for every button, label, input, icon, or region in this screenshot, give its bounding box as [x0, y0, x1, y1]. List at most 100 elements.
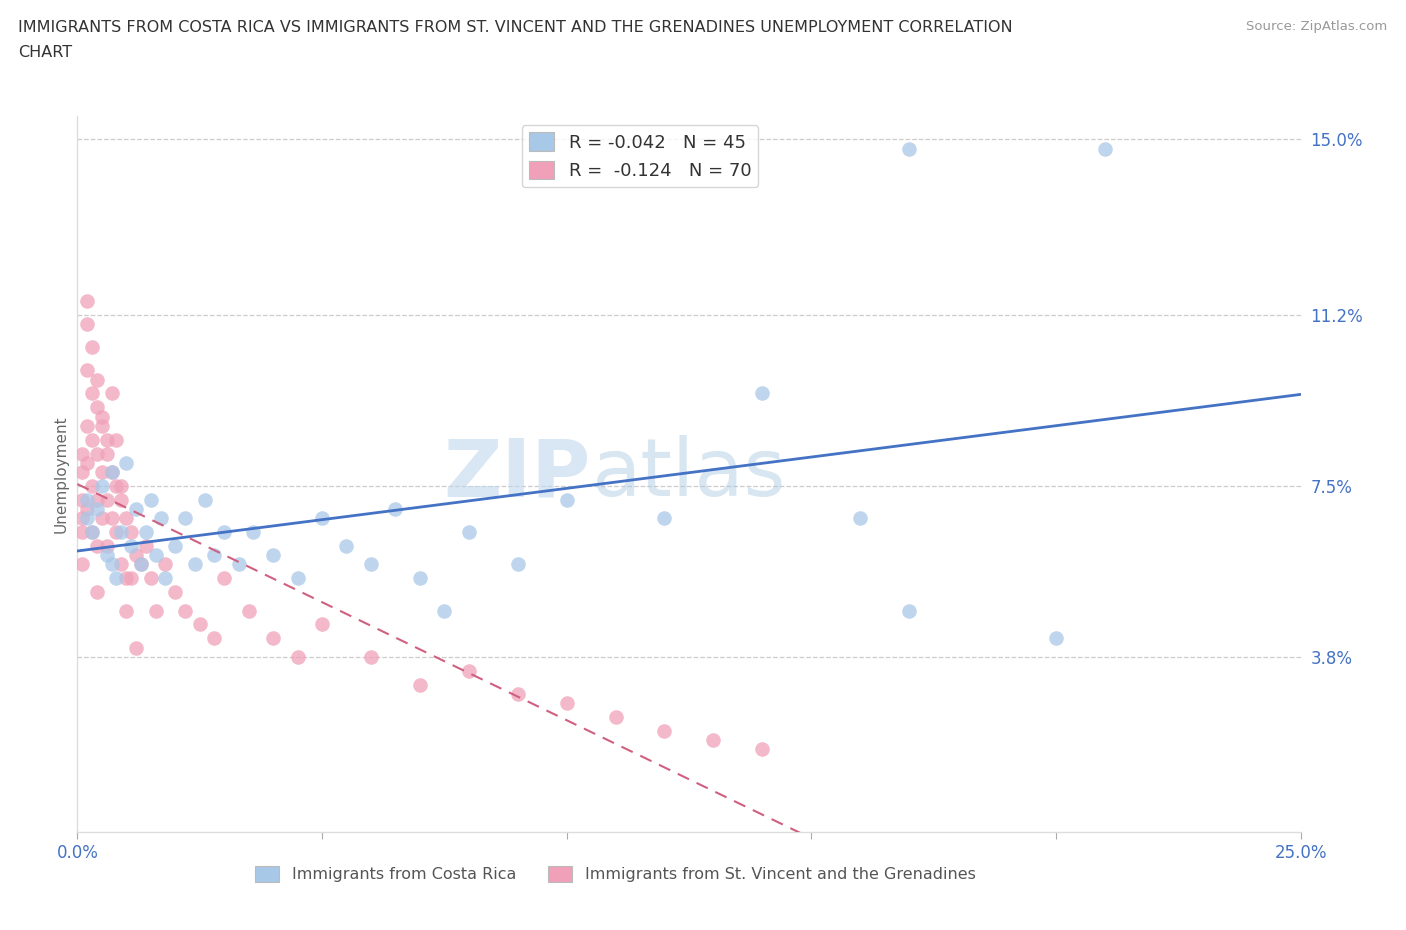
Point	[90, 409, 112, 424]
Point	[76, 363, 98, 378]
Point	[188, 617, 211, 631]
Point	[145, 548, 167, 563]
Point	[335, 538, 357, 553]
Point	[80, 386, 103, 401]
Point	[262, 548, 284, 563]
Point	[70, 525, 93, 539]
Point	[76, 418, 98, 433]
Point	[228, 557, 250, 572]
Point	[90, 418, 112, 433]
Point	[86, 446, 108, 461]
Point	[506, 686, 529, 701]
Point	[238, 604, 260, 618]
Point	[76, 294, 98, 309]
Point	[125, 501, 148, 516]
Point	[1094, 141, 1116, 156]
Point	[115, 456, 138, 471]
Text: ZIP: ZIP	[444, 435, 591, 513]
Point	[605, 710, 627, 724]
Point	[86, 372, 108, 387]
Point	[105, 432, 128, 447]
Point	[174, 604, 197, 618]
Point	[139, 571, 162, 586]
Point	[155, 557, 177, 572]
Point	[76, 511, 98, 525]
Point	[86, 492, 108, 507]
Text: IMMIGRANTS FROM COSTA RICA VS IMMIGRANTS FROM ST. VINCENT AND THE GRENADINES UNE: IMMIGRANTS FROM COSTA RICA VS IMMIGRANTS…	[18, 20, 1012, 35]
Point	[115, 571, 138, 586]
Point	[193, 492, 215, 507]
Point	[96, 548, 118, 563]
Point	[110, 478, 132, 493]
Point	[311, 511, 333, 525]
Point	[80, 525, 103, 539]
Point	[155, 571, 177, 586]
Point	[100, 386, 122, 401]
Point	[898, 604, 921, 618]
Point	[96, 538, 118, 553]
Point	[70, 492, 93, 507]
Point	[90, 465, 112, 480]
Point	[849, 511, 872, 525]
Point	[149, 511, 172, 525]
Point	[184, 557, 207, 572]
Point	[1045, 631, 1067, 645]
Point	[702, 733, 724, 748]
Point	[242, 525, 264, 539]
Point	[139, 492, 162, 507]
Point	[86, 538, 108, 553]
Point	[80, 339, 103, 354]
Point	[76, 501, 98, 516]
Point	[120, 538, 142, 553]
Point	[80, 525, 103, 539]
Point	[100, 511, 122, 525]
Point	[129, 557, 152, 572]
Point	[135, 525, 157, 539]
Point	[70, 557, 93, 572]
Point	[433, 604, 456, 618]
Point	[360, 557, 382, 572]
Point	[100, 465, 122, 480]
Point	[384, 501, 406, 516]
Point	[110, 492, 132, 507]
Point	[129, 557, 152, 572]
Point	[751, 386, 773, 401]
Point	[105, 478, 128, 493]
Point	[76, 492, 98, 507]
Point	[262, 631, 284, 645]
Point	[457, 525, 479, 539]
Point	[165, 538, 187, 553]
Point	[145, 604, 167, 618]
Point	[100, 465, 122, 480]
Point	[115, 604, 138, 618]
Point	[174, 511, 197, 525]
Point	[287, 649, 309, 664]
Point	[555, 696, 578, 711]
Point	[105, 571, 128, 586]
Point	[76, 456, 98, 471]
Point	[80, 432, 103, 447]
Point	[360, 649, 382, 664]
Text: Source: ZipAtlas.com: Source: ZipAtlas.com	[1247, 20, 1388, 33]
Point	[287, 571, 309, 586]
Point	[96, 432, 118, 447]
Point	[100, 557, 122, 572]
Point	[555, 492, 578, 507]
Point	[165, 585, 187, 600]
Point	[135, 538, 157, 553]
Point	[105, 525, 128, 539]
Point	[654, 511, 676, 525]
Point	[125, 640, 148, 655]
Point	[457, 663, 479, 678]
Point	[202, 548, 225, 563]
Point	[898, 141, 921, 156]
Point	[125, 548, 148, 563]
Point	[80, 478, 103, 493]
Point	[76, 317, 98, 332]
Point	[212, 571, 235, 586]
Point	[409, 677, 432, 692]
Point	[506, 557, 529, 572]
Point	[86, 400, 108, 415]
Point	[90, 478, 112, 493]
Text: atlas: atlas	[591, 435, 786, 513]
